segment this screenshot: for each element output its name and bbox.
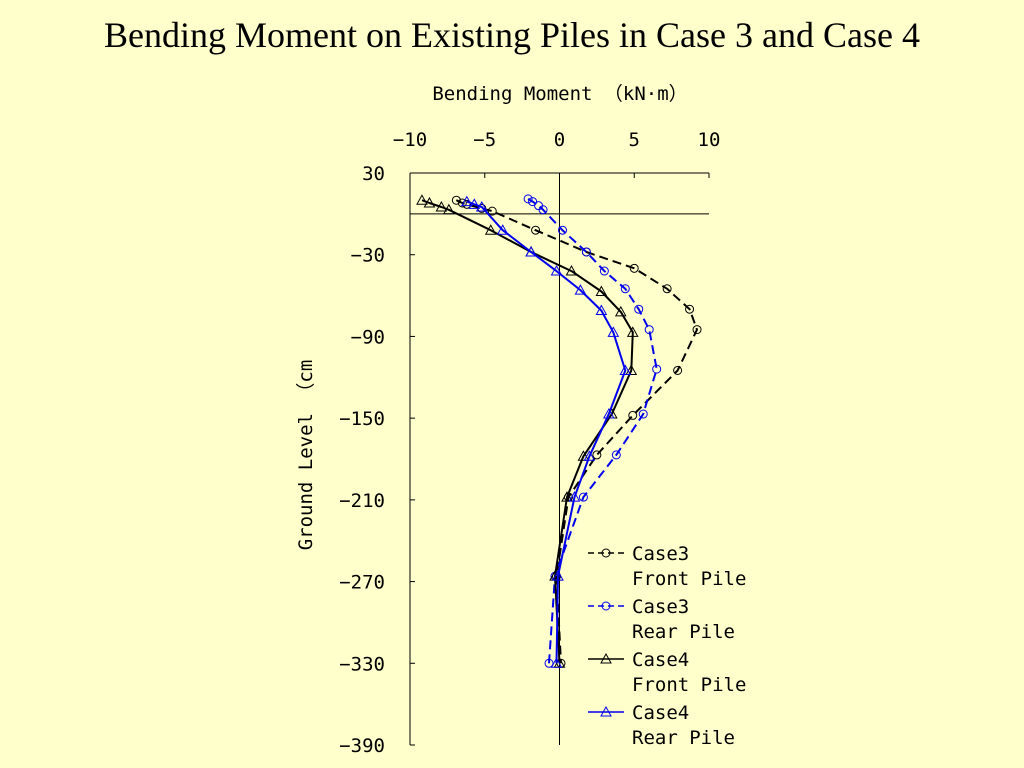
legend-label: Front Pile <box>632 674 746 696</box>
data-point <box>692 325 702 335</box>
x-tick-label: 5 <box>629 129 640 151</box>
data-point <box>568 491 581 502</box>
x-tick-label: 0 <box>554 129 565 151</box>
legend: Case3 Front Pile Case3 Rear Pile Case4 Front … <box>588 543 746 749</box>
data-point <box>601 601 611 611</box>
data-point <box>673 365 683 375</box>
data-point <box>626 326 639 337</box>
data-point <box>601 548 611 558</box>
data-point <box>552 570 564 581</box>
legend-label: Rear Pile <box>632 621 735 643</box>
y-tick-label: −210 <box>339 490 385 512</box>
legend-label: Case4 <box>632 702 689 724</box>
series-case4-rear-pile <box>460 195 632 668</box>
y-tick-label: −270 <box>339 572 385 594</box>
data-point <box>574 284 587 295</box>
data-point <box>487 206 497 216</box>
data-point <box>435 201 448 212</box>
data-point <box>460 195 473 207</box>
y-tick-label: −330 <box>339 653 385 675</box>
data-point <box>557 225 567 235</box>
x-tick-label: −5 <box>473 129 496 151</box>
data-point <box>619 364 632 375</box>
data-point <box>457 198 467 208</box>
data-point <box>550 657 563 668</box>
data-point <box>685 304 695 314</box>
y-tick-label: 30 <box>362 163 385 185</box>
data-point <box>599 266 609 276</box>
data-point <box>644 325 654 335</box>
legend-label: Front Pile <box>632 568 746 590</box>
data-point <box>602 408 615 419</box>
y-tick-label: −90 <box>351 326 385 348</box>
legend-label: Rear Pile <box>632 727 735 749</box>
data-point <box>544 658 554 668</box>
data-point <box>607 326 620 337</box>
y-tick-label: −390 <box>339 735 385 757</box>
data-point <box>629 263 639 273</box>
legend-label: Case3 <box>632 543 689 565</box>
data-point <box>620 284 630 294</box>
data-point <box>583 450 596 461</box>
data-point <box>565 265 578 276</box>
data-point <box>578 492 588 502</box>
data-point <box>662 284 672 294</box>
data-point <box>600 705 612 717</box>
x-tick-label: 10 <box>698 129 721 151</box>
data-point <box>528 197 538 207</box>
data-point <box>581 247 591 257</box>
y-tick-label: −150 <box>339 408 385 430</box>
data-point <box>625 364 638 375</box>
data-point <box>614 305 627 317</box>
y-axis-label: Ground Level （cm <box>295 360 317 551</box>
data-point <box>496 224 509 235</box>
data-point <box>561 491 573 502</box>
data-point <box>595 304 608 316</box>
data-point <box>523 194 533 204</box>
data-point <box>475 201 488 212</box>
series-line <box>466 200 627 664</box>
data-point <box>628 410 638 420</box>
data-point <box>638 409 648 419</box>
series-case4-front-pile <box>416 194 639 668</box>
data-point <box>443 203 455 215</box>
x-axis-label: Bending Moment （kN·m） <box>432 83 687 105</box>
data-point <box>538 205 548 215</box>
data-point <box>595 285 608 296</box>
legend-label: Case3 <box>632 596 689 618</box>
data-point <box>550 265 563 276</box>
data-point <box>600 652 612 664</box>
data-point <box>592 450 602 460</box>
series-case3-rear-pile <box>523 194 662 668</box>
series-line <box>527 198 658 664</box>
slide-title: Bending Moment on Existing Piles in Case… <box>104 15 920 55</box>
data-point <box>525 245 537 257</box>
series-line <box>455 199 698 664</box>
data-point <box>468 198 481 209</box>
data-point <box>484 224 497 235</box>
legend-label: Case4 <box>632 649 689 671</box>
data-point <box>634 304 644 314</box>
data-point <box>451 195 461 205</box>
data-point <box>416 194 428 205</box>
y-tick-label: −30 <box>351 245 385 267</box>
data-point <box>577 450 590 461</box>
data-point <box>423 196 436 208</box>
data-point <box>531 225 541 235</box>
x-tick-label: −10 <box>393 129 427 151</box>
data-point <box>652 364 662 374</box>
data-point <box>611 450 621 460</box>
